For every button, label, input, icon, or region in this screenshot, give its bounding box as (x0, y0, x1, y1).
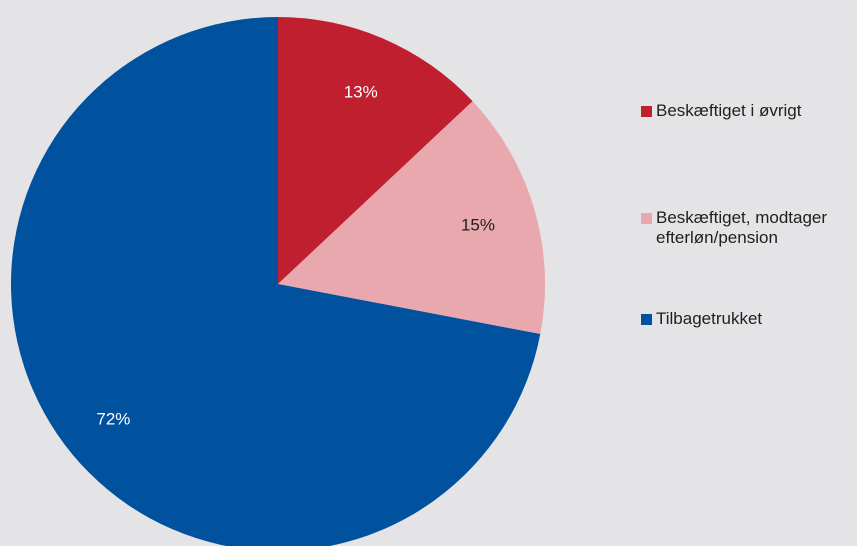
legend-swatch (641, 213, 652, 224)
pie-slice-1 (278, 101, 545, 335)
legend-swatch (641, 106, 652, 117)
pie-chart: 13% 15% 72% (11, 17, 545, 546)
chart-legend: Beskæftiget i øvrigt Beskæftiget, modtag… (641, 0, 857, 546)
pie-data-label-2: 72% (96, 410, 130, 429)
legend-swatch (641, 314, 652, 325)
legend-label: Tilbagetrukket (656, 309, 763, 328)
pie-slice-0 (278, 17, 473, 284)
legend-item-tilbagetrukket: Tilbagetrukket (641, 309, 856, 329)
pie-slice-2 (11, 17, 541, 546)
pie-data-label-0: 13% (344, 82, 378, 101)
legend-item-efterloen-pension: Beskæftiget, modtager efterløn/pension (641, 208, 831, 248)
legend-item-beskaeftiget-i-oevrigt: Beskæftiget i øvrigt (641, 101, 856, 121)
pie-data-label-1: 15% (461, 215, 495, 234)
legend-label: Beskæftiget i øvrigt (656, 101, 802, 120)
legend-label: Beskæftiget, modtager efterløn/pension (656, 208, 828, 247)
